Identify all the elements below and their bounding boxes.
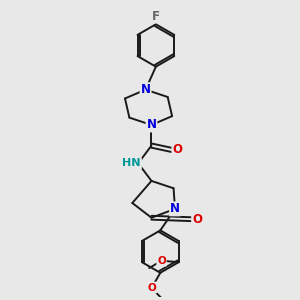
- Text: N: N: [170, 202, 180, 215]
- Text: O: O: [192, 213, 202, 226]
- Text: O: O: [148, 283, 156, 292]
- Text: N: N: [141, 83, 151, 96]
- Text: N: N: [146, 118, 157, 131]
- Text: HN: HN: [122, 158, 141, 168]
- Text: F: F: [152, 10, 160, 22]
- Text: O: O: [172, 143, 182, 157]
- Text: O: O: [157, 256, 166, 266]
